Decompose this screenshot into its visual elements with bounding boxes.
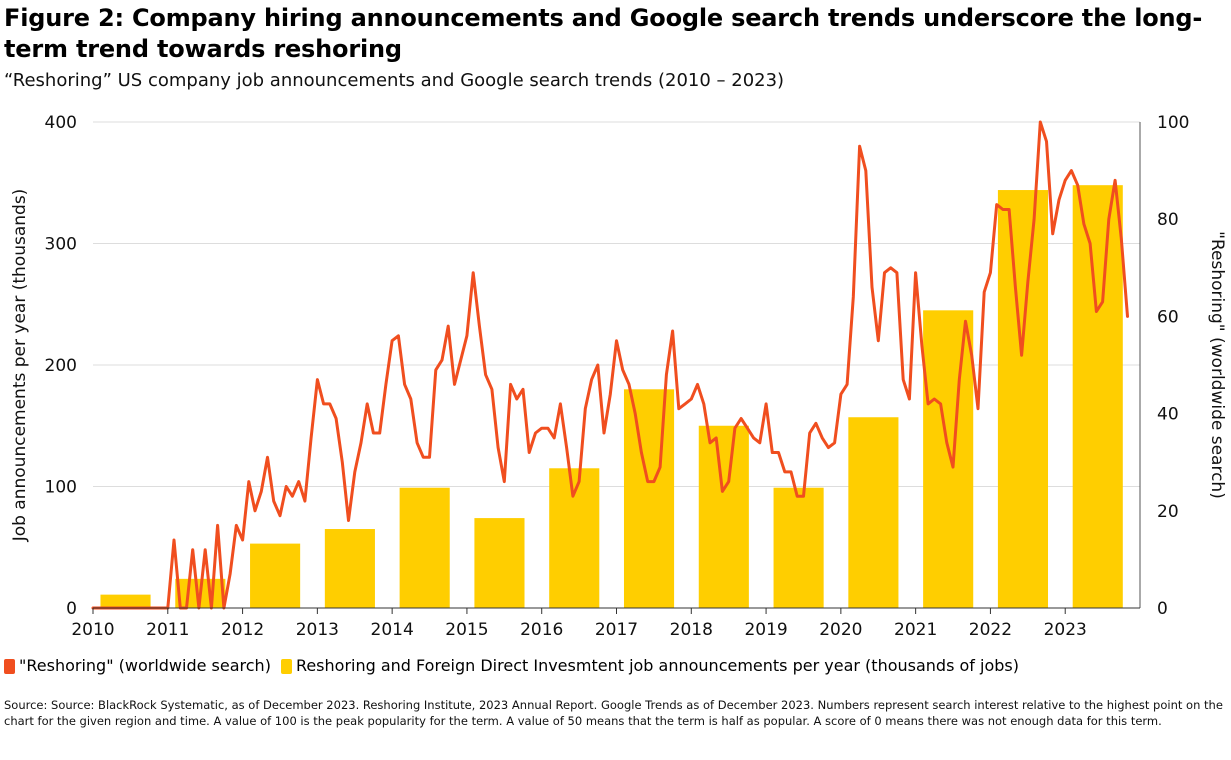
bar: [399, 487, 450, 608]
y2-tick-label: 80: [1157, 210, 1179, 230]
legend-label-line: "Reshoring" (worldwide search): [19, 656, 271, 675]
y-tick-label: 0: [66, 599, 77, 619]
y2-tick-label: 60: [1157, 307, 1179, 327]
legend-item-line: "Reshoring" (worldwide search): [4, 655, 271, 677]
y2-tick-label: 0: [1157, 599, 1168, 619]
bar: [100, 594, 151, 608]
x-tick-label: 2014: [371, 620, 414, 640]
chart-subtitle: “Reshoring” US company job announcements…: [4, 70, 785, 91]
bar: [324, 529, 375, 608]
bar: [923, 310, 974, 608]
y-tick-label: 200: [45, 356, 77, 376]
bar: [773, 487, 824, 608]
chart-title: Figure 2: Company hiring announcements a…: [4, 4, 1203, 63]
bar: [250, 543, 301, 608]
x-tick-label: 2010: [71, 620, 114, 640]
y2-tick-label: 100: [1157, 113, 1189, 133]
y-tick-label: 100: [45, 478, 77, 498]
x-tick-label: 2013: [296, 620, 339, 640]
x-tick-label: 2022: [969, 620, 1012, 640]
legend-label-bar: Reshoring and Foreign Direct Invesmtent …: [295, 656, 1019, 675]
x-tick-label: 2023: [1044, 620, 1087, 640]
y-tick-label: 400: [45, 113, 77, 133]
y-axis-title: Job announcements per year (thousands): [10, 189, 30, 543]
bar: [997, 190, 1049, 608]
x-tick-label: 2017: [595, 620, 638, 640]
bar: [698, 425, 749, 608]
legend-swatch-line: [4, 658, 15, 674]
x-tick-label: 2011: [146, 620, 189, 640]
series-line: [91, 120, 1129, 610]
bar: [474, 518, 525, 608]
y2-tick-label: 40: [1157, 405, 1179, 425]
bar: [1072, 185, 1123, 608]
legend-swatch-bar: [280, 658, 292, 674]
legend: "Reshoring" (worldwide search) Reshoring…: [4, 655, 1029, 677]
bar: [623, 389, 675, 608]
x-tick-label: 2015: [445, 620, 488, 640]
x-tick-label: 2018: [670, 620, 713, 640]
y2-tick-label: 20: [1157, 502, 1179, 522]
chart-area: 0 100 200 300 400 0 20 40 60 80 100 2010 2011 2012 201…: [10, 113, 1227, 640]
y-tick-label: 300: [45, 235, 77, 255]
x-tick-label: 2012: [221, 620, 264, 640]
x-tick-label: 2020: [819, 620, 862, 640]
x-tick-label: 2019: [744, 620, 787, 640]
y2-axis-title: "Reshoring" (worldwide search): [1207, 231, 1227, 499]
legend-item-bar: Reshoring and Foreign Direct Invesmtent …: [280, 655, 1019, 677]
bar: [848, 417, 899, 608]
x-tick-label: 2021: [894, 620, 937, 640]
x-tick-label: 2016: [520, 620, 563, 640]
source-note: Source: Source: BlackRock Systematic, as…: [4, 698, 1223, 728]
